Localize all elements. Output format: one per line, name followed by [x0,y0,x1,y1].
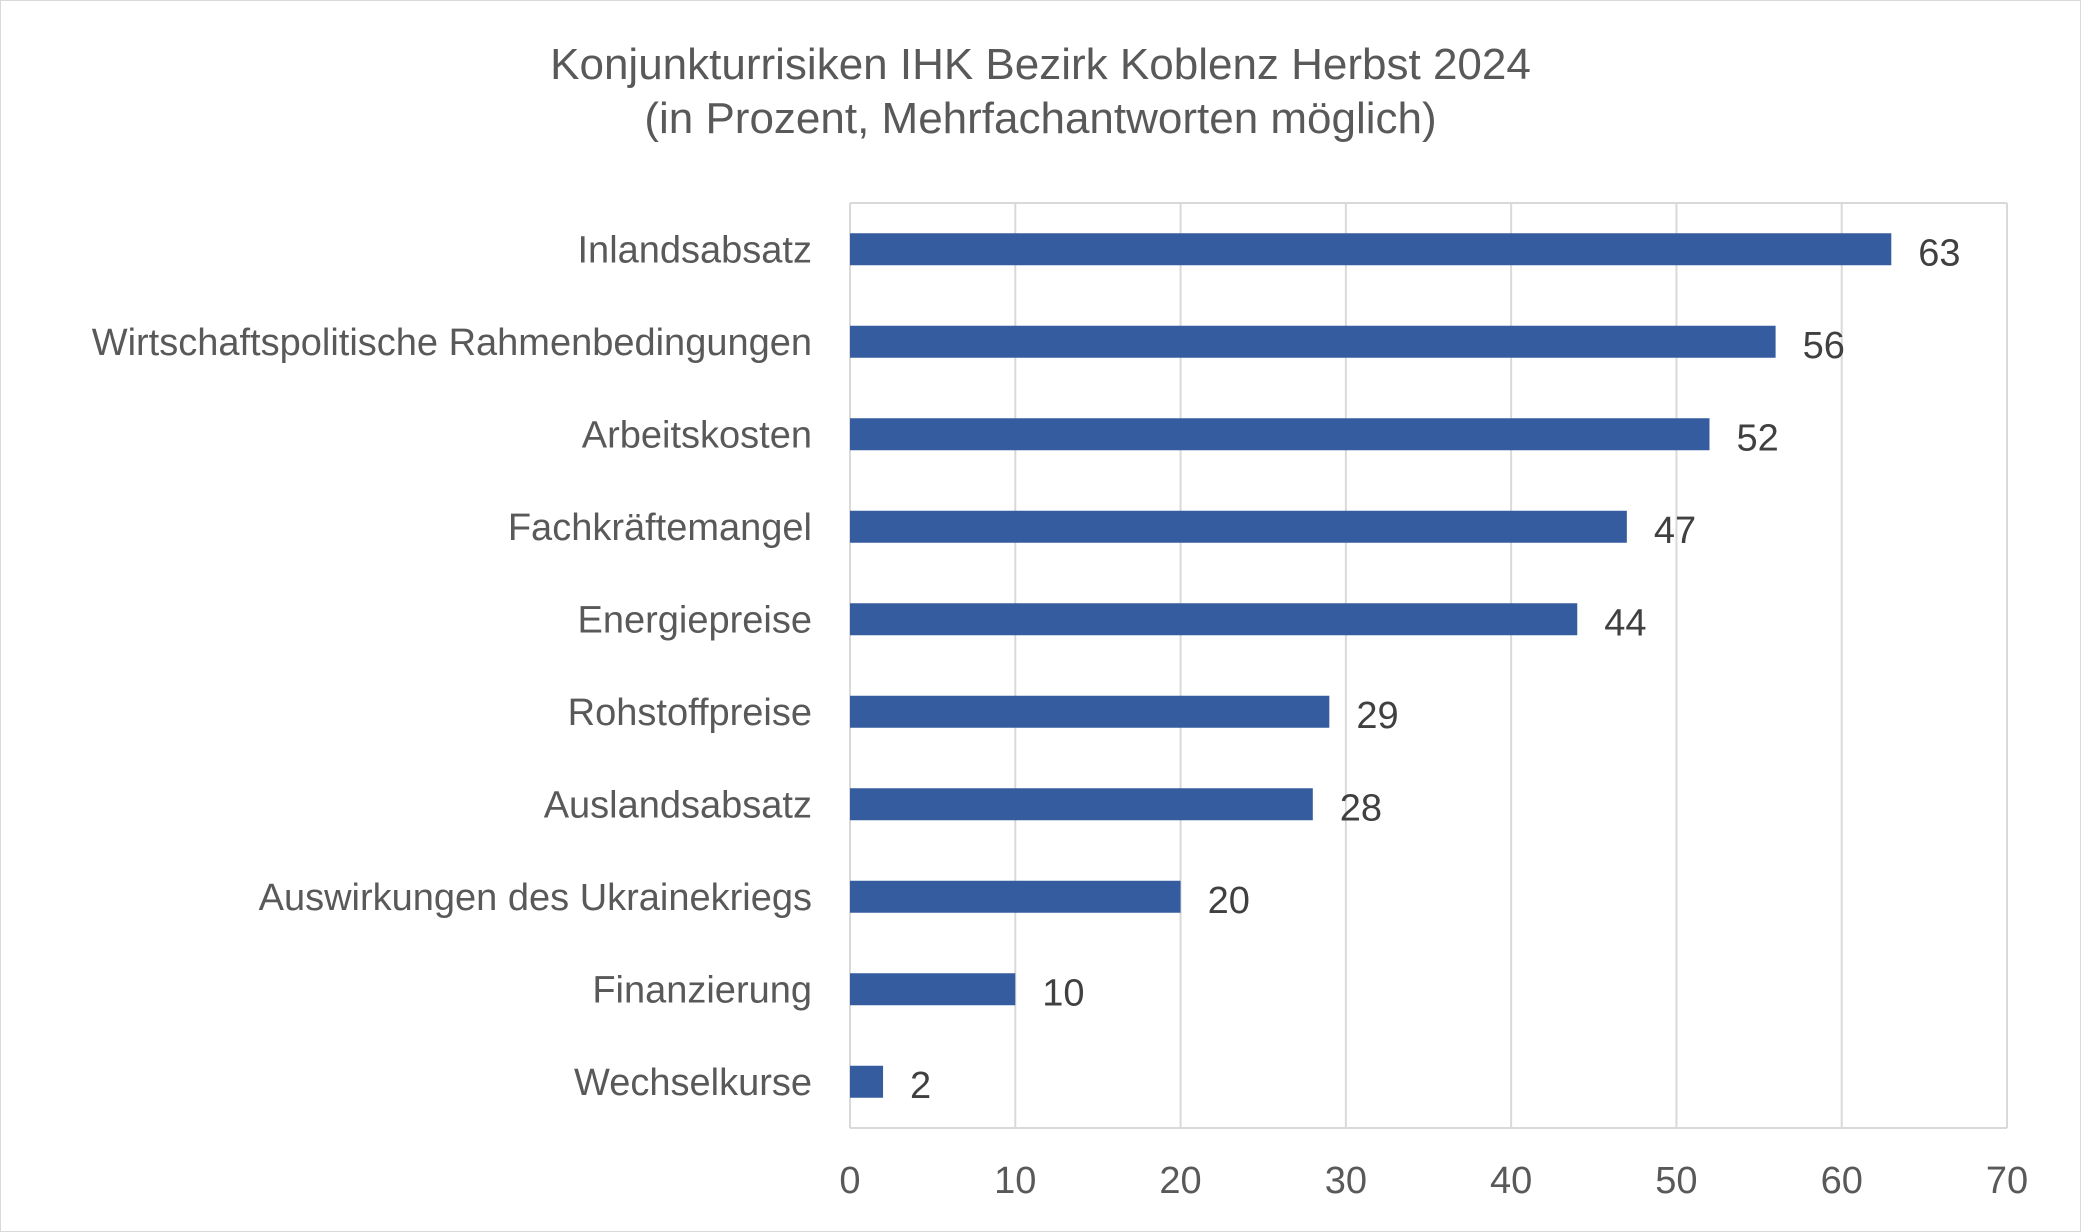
x-tick-label-2: 20 [1159,1160,1201,1202]
data-label-8: 10 [1042,972,1084,1014]
category-label-7: Auswirkungen des Ukrainekriegs [259,877,812,919]
category-label-3: Fachkräftemangel [508,507,812,549]
data-label-1: 56 [1803,325,1845,367]
bar-0 [850,233,1892,266]
bar-7 [850,880,1181,913]
x-tick-label-3: 30 [1325,1160,1367,1202]
category-label-6: Auslandsabsatz [544,784,812,826]
data-label-5: 29 [1356,695,1398,737]
category-label-2: Arbeitskosten [582,414,812,456]
data-label-9: 2 [910,1065,931,1107]
data-label-0: 63 [1918,232,1960,274]
category-label-0: Inlandsabsatz [578,229,813,271]
bar-6 [850,788,1313,821]
category-label-9: Wechselkurse [574,1062,812,1104]
data-label-2: 52 [1736,417,1778,459]
data-label-7: 20 [1208,880,1250,922]
bar-9 [850,1065,884,1098]
x-tick-label-4: 40 [1490,1160,1532,1202]
data-label-6: 28 [1340,787,1382,829]
x-tick-label-7: 70 [1986,1160,2028,1202]
category-label-1: Wirtschaftspolitische Rahmenbedingungen [92,322,812,364]
category-label-5: Rohstoffpreise [568,692,812,734]
data-label-3: 47 [1654,510,1696,552]
category-label-8: Finanzierung [592,969,812,1011]
x-tick-label-1: 10 [994,1160,1036,1202]
x-tick-label-5: 50 [1655,1160,1697,1202]
x-tick-label-6: 60 [1821,1160,1863,1202]
bar-8 [850,973,1016,1006]
data-label-4: 44 [1604,602,1646,644]
bar-2 [850,418,1710,451]
bar-5 [850,695,1330,728]
bar-3 [850,510,1627,543]
chart-title: Konjunkturrisiken IHK Bezirk Koblenz Her… [550,40,1531,89]
category-label-4: Energiepreise [578,599,812,641]
bar-1 [850,325,1776,358]
chart-subtitle: (in Prozent, Mehrfachantworten möglich) [644,94,1437,143]
x-tick-label-0: 0 [839,1160,860,1202]
chart-title-block: Konjunkturrisiken IHK Bezirk Koblenz Her… [0,38,2081,146]
bar-4 [850,603,1578,636]
